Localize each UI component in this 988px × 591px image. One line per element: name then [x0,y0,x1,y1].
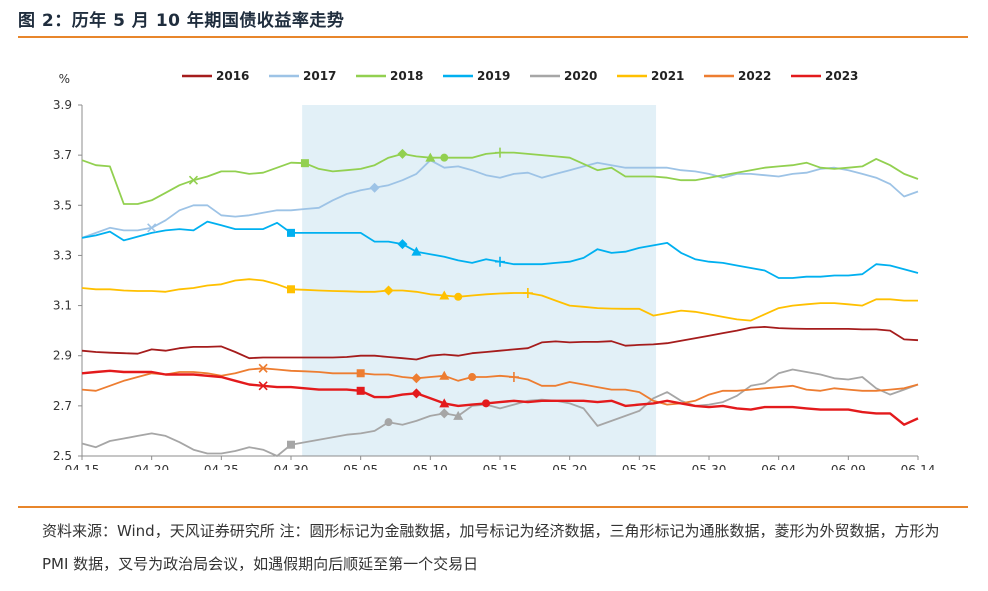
marker-square-2020 [287,440,295,449]
x-tick-label: 05-25 [622,463,657,470]
x-tick-label: 05-20 [552,463,587,470]
marker-triangle-2021 [439,290,450,300]
y-tick-label: 3.5 [53,198,72,212]
legend-label-2018: 2018 [390,69,423,83]
marker-diamond-2017 [369,182,380,193]
x-tick-label: 06-09 [831,463,866,470]
y-tick-label: 2.5 [53,449,72,463]
series-line-2017 [81,159,919,239]
marker-diamond-2019 [397,239,408,250]
figure-title: 图 2：历年 5 月 10 年期国债收益率走势 [18,11,345,31]
yield-line-chart: 2.5 2.7 2.9 3.1 3.3 3.5 3.7 3.9% 04-15 04-20 04-25… [53,69,936,470]
x-tick-label: 05-05 [343,463,378,470]
marker-triangle-2018 [425,152,436,162]
marker-cross-2017 [147,223,157,233]
series-line-2023 [81,369,919,426]
marker-cross-2023 [258,381,268,391]
y-axis-unit: % [59,72,70,86]
y-tick-label: 3.1 [53,299,72,313]
series-line-2021 [81,278,918,322]
marker-triangle-2023 [439,398,450,408]
legend-label-2017: 2017 [303,69,336,83]
x-tick-label: 06-04 [761,463,796,470]
legend-label-2020: 2020 [564,69,597,83]
marker-circle-2022 [468,373,477,382]
marker-circle-2020 [384,418,393,427]
marker-cross-2018 [188,175,199,185]
series-line-2016 [81,326,919,361]
marker-circle-2023 [482,399,491,408]
marker-square-2022 [356,369,365,378]
marker-triangle-2020 [453,410,464,420]
footer-divider [18,506,968,508]
series-line-2020 [81,368,919,457]
title-divider [18,36,968,38]
y-tick-label: 2.7 [53,399,72,413]
y-tick-label: 3.3 [53,248,72,262]
marker-diamond-2020 [439,408,450,419]
marker-diamond-2021 [383,285,394,296]
marker-triangle-2019 [411,246,422,256]
marker-plus-2018 [495,147,505,158]
marker-square-2023 [356,386,365,395]
marker-circle-2021 [454,292,463,301]
marker-diamond-2018 [397,148,408,159]
source-note: 资料来源：Wind，天风证券研究所 注：圆形标记为金融数据，加号标记为经济数据，… [42,522,940,573]
marker-square-2021 [287,285,295,294]
marker-diamond-2022 [411,373,422,384]
x-tick-label: 06-14 [901,463,936,470]
x-tick-label: 04-30 [274,463,309,470]
legend-label-2016: 2016 [216,69,249,83]
marker-square-2018 [300,159,309,168]
x-tick-label: 05-15 [483,463,518,470]
marker-triangle-2022 [439,370,450,380]
marker-plus-2021 [522,288,533,299]
legend-label-2022: 2022 [738,69,771,83]
x-tick-label: 04-25 [204,463,239,470]
marker-plus-2022 [508,372,519,383]
legend-label-2021: 2021 [651,69,684,83]
y-tick-label: 2.9 [53,349,72,363]
marker-diamond-2023 [411,388,422,399]
marker-cross-2022 [258,363,268,373]
x-tick-label: 05-30 [692,463,727,470]
y-tick-label: 3.9 [53,98,72,112]
legend-label-2019: 2019 [477,69,510,83]
marker-circle-2018 [440,153,449,162]
marker-plus-2019 [495,256,505,267]
marker-square-2019 [287,228,295,237]
x-tick-label: 04-20 [134,463,169,470]
x-tick-label: 05-10 [413,463,448,470]
x-tick-label: 04-15 [65,463,100,470]
y-tick-label: 3.7 [53,148,72,162]
legend-label-2023: 2023 [825,69,858,83]
